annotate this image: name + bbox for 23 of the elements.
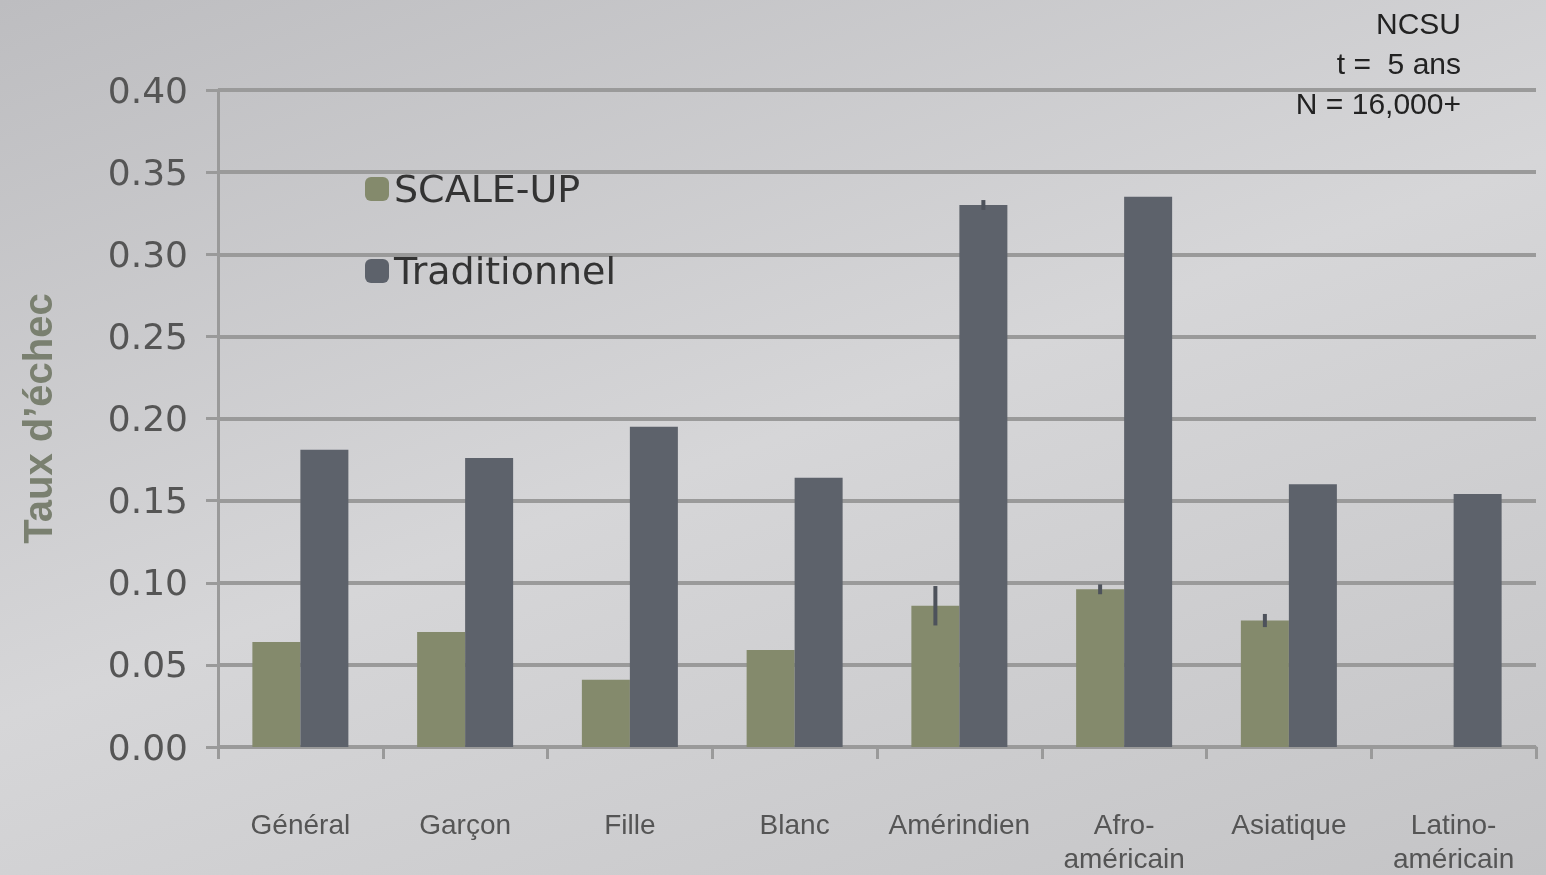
x-tick-label: Général (250, 808, 351, 840)
legend-label: Traditionnel (393, 249, 617, 293)
x-tick-label: Amérindien (888, 808, 1031, 840)
y-tick-label: 0.05 (107, 644, 188, 686)
y-tick-label: 0.10 (107, 562, 188, 604)
x-tick-label: Blanc (759, 808, 830, 840)
y-tick-label: 0.25 (107, 315, 188, 357)
annotation: N = 16,000+ (1295, 86, 1461, 120)
y-tick-label: 0.35 (107, 151, 188, 193)
x-tick-label: Asiatique (1231, 808, 1347, 840)
y-tick-label: 0.15 (107, 480, 188, 522)
legend-label: SCALE-UP (394, 167, 581, 211)
y-tick-label: 0.30 (107, 233, 188, 275)
text: t = 5 ans (1336, 46, 1461, 80)
y-tick-label: 0.00 (107, 726, 188, 768)
y-tick-label: 0.20 (107, 398, 188, 439)
y-axis-title: Taux d’échec (16, 293, 60, 544)
y-tick-label: 0.40 (107, 69, 188, 111)
x-tick-label: Fille (604, 808, 656, 840)
text: NCSU (1375, 6, 1462, 40)
x-tick-label: Afro-américain (1063, 808, 1185, 874)
x-tick-label: Garçon (419, 808, 512, 840)
x-tick-label: Latino-américain (1392, 808, 1515, 874)
